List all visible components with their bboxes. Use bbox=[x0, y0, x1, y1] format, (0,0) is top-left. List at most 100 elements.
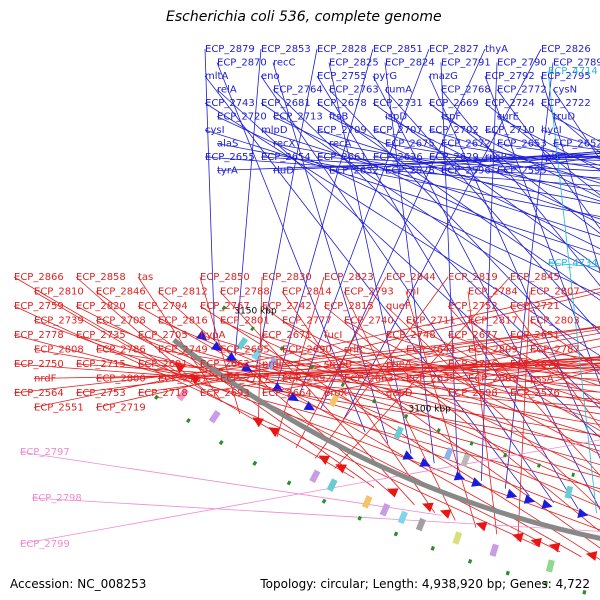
leader-line bbox=[261, 305, 600, 549]
gene-label: ECP_2739 bbox=[34, 316, 84, 327]
gene-label: ECP_2690 bbox=[282, 345, 332, 356]
scale-label: 3150 kbp bbox=[234, 307, 277, 317]
forward-cog-block bbox=[443, 447, 454, 461]
gene-label: pyrG bbox=[373, 71, 397, 82]
leader-line bbox=[157, 349, 600, 426]
leader-line bbox=[467, 291, 498, 535]
leader-line bbox=[75, 326, 600, 394]
leader-line bbox=[204, 129, 600, 255]
leader-line bbox=[384, 151, 600, 171]
gene-label: ECP_2759 bbox=[14, 301, 64, 312]
gene-label: ECP_2808 bbox=[34, 345, 84, 356]
gene-label: ECP_2817 bbox=[468, 316, 518, 327]
leader-line bbox=[481, 62, 498, 481]
leader-line bbox=[272, 143, 600, 204]
gene-label: ECP_2692 bbox=[282, 374, 332, 385]
leader-line bbox=[323, 305, 600, 533]
gene-label: ECP_2735 bbox=[76, 330, 126, 341]
gene-label: ftsB bbox=[329, 112, 348, 123]
gene-label: ECP_2793 bbox=[344, 287, 394, 298]
gene-label: ECP_2752 bbox=[448, 301, 498, 312]
leader-line bbox=[261, 334, 600, 437]
leader-line bbox=[137, 276, 222, 403]
gene-label: ECP_2797 bbox=[20, 447, 70, 458]
gene-label: smpB bbox=[324, 359, 352, 370]
gene-label: rumA bbox=[385, 85, 412, 96]
gene-label: ECP_2719 bbox=[96, 403, 146, 414]
gc-tick-inner bbox=[252, 460, 258, 466]
leader-line bbox=[316, 75, 579, 510]
gene-label: ECP_2816 bbox=[158, 316, 208, 327]
gene-label: ECP_2786 bbox=[96, 345, 146, 356]
leader-line bbox=[372, 156, 600, 166]
gene-label: ECP_2777 bbox=[282, 316, 332, 327]
leader-line bbox=[272, 89, 600, 409]
gene-label: ECP_2672 bbox=[441, 139, 491, 150]
gene-label: ECP_2751 bbox=[158, 374, 208, 385]
leader-line bbox=[517, 291, 531, 541]
gene-label: ECP_2713 bbox=[273, 112, 323, 123]
leader-line bbox=[255, 48, 318, 370]
gene-label: ECP_2858 bbox=[76, 272, 126, 283]
reverse-cog-block bbox=[415, 517, 426, 532]
gene-label: ECP_2812 bbox=[158, 287, 208, 298]
leader-line bbox=[384, 62, 435, 464]
gene-label: ECP_2663 bbox=[344, 374, 394, 385]
leader-line bbox=[75, 305, 561, 553]
leader-line bbox=[204, 156, 600, 187]
gc-tick-outer bbox=[221, 305, 227, 311]
gene-label: truD bbox=[553, 112, 575, 123]
reverse-cog-block bbox=[176, 387, 189, 402]
gene-label: cysN bbox=[553, 85, 577, 96]
topology-summary: Topology: circular; Length: 4,938,920 bp… bbox=[260, 577, 590, 591]
gene-label: ECP_2787 bbox=[530, 345, 580, 356]
leader-line bbox=[509, 305, 600, 429]
leader-line bbox=[316, 129, 600, 220]
gc-tick-outer bbox=[537, 463, 541, 468]
gene-label: ECP_2750 bbox=[14, 359, 64, 370]
gene-label: ECP_2695 bbox=[220, 345, 270, 356]
leader-line bbox=[328, 62, 412, 454]
leader-line bbox=[234, 48, 262, 356]
gene-label: ECP_2709 bbox=[317, 125, 367, 136]
leader-line bbox=[219, 357, 600, 379]
leader-line bbox=[95, 291, 600, 408]
leader-line bbox=[199, 334, 600, 452]
reverse-gene-arrow bbox=[268, 427, 281, 438]
leader-line bbox=[204, 102, 600, 357]
gene-label: ECP_2792 bbox=[485, 71, 535, 82]
leader-line bbox=[272, 116, 600, 273]
gene-label: ECP_2798 bbox=[32, 493, 82, 504]
gene-label: ECP_4714 bbox=[548, 66, 598, 77]
gene-label: hycI bbox=[541, 125, 562, 136]
gene-label: ECP_2681 bbox=[261, 98, 311, 109]
gene-label: nrdI bbox=[262, 359, 282, 370]
gene-label: ECP_2815 bbox=[324, 301, 374, 312]
leader-line bbox=[19, 439, 600, 545]
leader-line bbox=[547, 70, 597, 514]
forward-gene-arrow bbox=[471, 477, 483, 487]
leader-line bbox=[33, 288, 600, 408]
gene-label: ECP_2710 bbox=[485, 125, 535, 136]
gene-label: queF bbox=[386, 301, 411, 312]
gene-label: ECP_2655 bbox=[205, 152, 255, 163]
gene-label: ECP_2743 bbox=[205, 98, 255, 109]
gene-label: ECP_2866 bbox=[14, 272, 64, 283]
gene-label: ECP_2803 bbox=[530, 316, 580, 327]
gene-label: ECP_2635 bbox=[406, 374, 456, 385]
gene-label: ECP_2653 bbox=[497, 139, 547, 150]
leader-line bbox=[216, 143, 600, 217]
leader-line bbox=[260, 102, 600, 330]
gene-label: ECP_2809 bbox=[468, 345, 518, 356]
gene-label: ECP_2870 bbox=[217, 58, 267, 69]
gene-label: ECP_2826 bbox=[541, 44, 591, 55]
leader-line bbox=[204, 48, 216, 341]
reverse-cog-block bbox=[452, 531, 463, 545]
reverse-gene-arrow bbox=[335, 464, 347, 474]
forward-cog-block bbox=[460, 453, 471, 467]
gene-label: ECP_2705 bbox=[138, 330, 188, 341]
forward-gene-arrow bbox=[272, 382, 284, 392]
gene-label: ECP_2661 bbox=[317, 152, 367, 163]
gene-label: ECP_2742 bbox=[262, 301, 312, 312]
